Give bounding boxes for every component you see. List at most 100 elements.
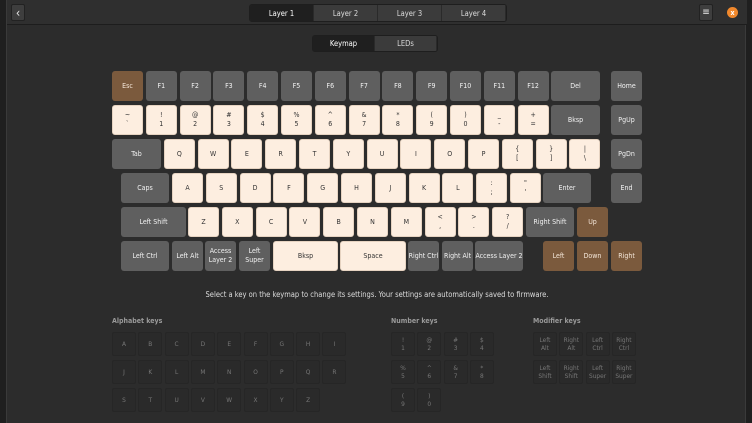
key-home[interactable]: Home xyxy=(611,71,642,101)
palette-key-e[interactable]: E xyxy=(217,332,242,356)
key-b[interactable]: B xyxy=(323,207,355,237)
key-q[interactable]: Q xyxy=(163,139,195,169)
key-down[interactable]: Down xyxy=(577,241,608,271)
key-j[interactable]: J xyxy=(374,173,406,203)
key-symbol[interactable]: {[ xyxy=(501,139,533,169)
key-m[interactable]: M xyxy=(390,207,422,237)
key-f12[interactable]: F12 xyxy=(517,71,549,101)
key-symbol[interactable]: ? / xyxy=(492,207,524,237)
palette-key-d[interactable]: D xyxy=(190,332,215,356)
key-left-super[interactable]: Left Super xyxy=(239,241,270,271)
palette-key-l[interactable]: L xyxy=(164,360,189,384)
palette-key-n[interactable]: N xyxy=(217,360,242,384)
key-9[interactable]: (9 xyxy=(416,105,448,135)
key-symbol[interactable]: <, xyxy=(424,207,456,237)
palette-key-o[interactable]: O xyxy=(243,360,268,384)
palette-key-right-alt[interactable]: Right Alt xyxy=(559,332,584,356)
key-f5[interactable]: F5 xyxy=(281,71,312,101)
palette-key-5[interactable]: % 5 xyxy=(391,360,415,384)
palette-key-q[interactable]: Q xyxy=(296,360,321,384)
key-caps[interactable]: Caps xyxy=(121,173,169,203)
key-symbol[interactable]: " ' xyxy=(510,173,541,203)
palette-key-m[interactable]: M xyxy=(190,360,215,384)
key-right[interactable]: Right xyxy=(611,241,642,271)
key-f4[interactable]: F4 xyxy=(247,71,279,101)
key-x[interactable]: X xyxy=(221,207,253,237)
key-symbol[interactable]: :; xyxy=(476,173,508,203)
palette-key-c[interactable]: C xyxy=(164,332,189,356)
key-symbol[interactable]: + = xyxy=(517,105,549,135)
menu-button[interactable]: ≡ xyxy=(699,4,713,21)
key-right-ctrl[interactable]: Right Ctrl xyxy=(408,241,439,271)
key-k[interactable]: K xyxy=(408,173,440,203)
key-3[interactable]: #3 xyxy=(213,105,245,135)
key-f[interactable]: F xyxy=(273,173,305,203)
key-symbol[interactable]: _ - xyxy=(483,105,515,135)
key-up[interactable]: Up xyxy=(577,207,608,237)
palette-key-b[interactable]: B xyxy=(138,332,163,356)
key-f7[interactable]: F7 xyxy=(348,71,380,101)
key-left-alt[interactable]: Left Alt xyxy=(172,241,203,271)
key-right-alt[interactable]: Right Alt xyxy=(442,241,473,271)
key-end[interactable]: End xyxy=(611,173,642,203)
key-f11[interactable]: F11 xyxy=(483,71,515,101)
palette-key-6[interactable]: ^ 6 xyxy=(417,360,442,384)
key-symbol[interactable]: >. xyxy=(458,207,490,237)
key-symbol[interactable]: ~ ` xyxy=(112,105,143,135)
key-bksp[interactable]: Bksp xyxy=(551,105,600,135)
key-h[interactable]: H xyxy=(341,173,372,203)
palette-key-0[interactable]: ) 0 xyxy=(417,388,442,412)
key-pgup[interactable]: PgUp xyxy=(611,105,642,135)
key-pgdn[interactable]: PgDn xyxy=(611,139,642,169)
key-y[interactable]: Y xyxy=(332,139,364,169)
palette-key-right-shift[interactable]: Right Shift xyxy=(559,360,584,384)
key-7[interactable]: & 7 xyxy=(348,105,380,135)
key-esc[interactable]: Esc xyxy=(112,71,143,101)
palette-key-4[interactable]: $4 xyxy=(469,332,494,356)
key-e[interactable]: E xyxy=(231,139,263,169)
key-8[interactable]: * 8 xyxy=(382,105,414,135)
tab-layer-4[interactable]: Layer 4 xyxy=(442,5,506,21)
palette-key-left-alt[interactable]: Left Alt xyxy=(533,332,557,356)
palette-key-f[interactable]: F xyxy=(243,332,268,356)
key-access-layer-2[interactable]: Access Layer 2 xyxy=(205,241,236,271)
key-w[interactable]: W xyxy=(197,139,229,169)
key-v[interactable]: V xyxy=(289,207,321,237)
close-button[interactable]: x xyxy=(727,7,738,18)
palette-key-v[interactable]: V xyxy=(190,388,215,412)
key-0[interactable]: ) 0 xyxy=(450,105,481,135)
key-right-shift[interactable]: Right Shift xyxy=(526,207,574,237)
key-left[interactable]: Left xyxy=(543,241,574,271)
key-i[interactable]: I xyxy=(400,139,432,169)
key-t[interactable]: T xyxy=(299,139,330,169)
key-c[interactable]: C xyxy=(255,207,287,237)
palette-key-r[interactable]: R xyxy=(322,360,347,384)
palette-key-2[interactable]: @2 xyxy=(417,332,442,356)
palette-key-left-shift[interactable]: Left Shift xyxy=(533,360,557,384)
palette-key-u[interactable]: U xyxy=(164,388,189,412)
key-space[interactable]: Space xyxy=(340,241,406,271)
key-tab[interactable]: Tab xyxy=(112,139,161,169)
key-u[interactable]: U xyxy=(366,139,398,169)
key-r[interactable]: R xyxy=(265,139,297,169)
key-z[interactable]: Z xyxy=(188,207,219,237)
palette-key-j[interactable]: J xyxy=(112,360,136,384)
palette-key-3[interactable]: #3 xyxy=(443,332,468,356)
key-g[interactable]: G xyxy=(307,173,339,203)
key-p[interactable]: P xyxy=(468,139,499,169)
palette-key-p[interactable]: P xyxy=(269,360,294,384)
key-n[interactable]: N xyxy=(357,207,388,237)
key-enter[interactable]: Enter xyxy=(543,173,591,203)
palette-key-z[interactable]: Z xyxy=(296,388,321,412)
tab-keymap[interactable]: Keymap xyxy=(313,36,375,51)
key-l[interactable]: L xyxy=(442,173,474,203)
key-1[interactable]: ! 1 xyxy=(145,105,177,135)
palette-key-h[interactable]: H xyxy=(296,332,321,356)
key-o[interactable]: O xyxy=(434,139,466,169)
key-bksp[interactable]: Bksp xyxy=(273,241,338,271)
key-5[interactable]: % 5 xyxy=(281,105,312,135)
key-symbol[interactable]: | \ xyxy=(569,139,601,169)
key-f6[interactable]: F6 xyxy=(314,71,346,101)
tab-leds[interactable]: LEDs xyxy=(375,36,437,51)
palette-key-a[interactable]: A xyxy=(112,332,136,356)
